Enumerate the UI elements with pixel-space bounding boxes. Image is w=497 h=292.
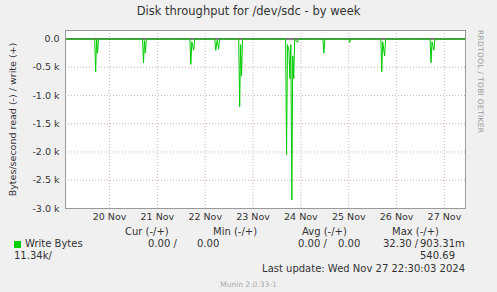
html-text:0.00: 0.00 (197, 238, 220, 249)
svg-text:25 Nov: 25 Nov (332, 211, 366, 222)
svg-text:-3.0 k: -3.0 k (32, 203, 60, 214)
html-text:RRDTOOL / TOBI OETIKER: RRDTOOL / TOBI OETIKER (476, 30, 485, 134)
html-text:Cur (-/+): Cur (-/+) (125, 226, 169, 237)
html-text:Min (-/+): Min (-/+) (213, 226, 258, 237)
svg-text:-1.5 k: -1.5 k (32, 118, 60, 129)
html-text:0.00: 0.00 (338, 238, 361, 249)
html-text:Write Bytes: Write Bytes (25, 238, 83, 249)
svg-text:-2.5 k: -2.5 k (32, 174, 60, 185)
html-text:0.00 /: 0.00 / (298, 238, 327, 249)
html-text:Disk throughput for /dev/sdc -: Disk throughput for /dev/sdc - by week (136, 4, 361, 18)
svg-text:24 Nov: 24 Nov (284, 211, 318, 222)
html-text:Last update: Wed Nov 27 22:30:: Last update: Wed Nov 27 22:30:03 2024 (262, 263, 465, 274)
svg-text:23 Nov: 23 Nov (236, 211, 270, 222)
html-text:540.69: 540.69 (420, 250, 455, 261)
svg-text:0.0: 0.0 (44, 33, 59, 44)
svg-text:-2.0 k: -2.0 k (32, 146, 60, 157)
svg-text:Bytes/second read (-) / write: Bytes/second read (-) / write (+) (7, 43, 18, 197)
html-text:Max (-/+): Max (-/+) (392, 226, 439, 237)
svg-text:21 Nov: 21 Nov (141, 211, 175, 222)
html-text:0.00 /: 0.00 / (148, 238, 177, 249)
svg-text:22 Nov: 22 Nov (188, 211, 222, 222)
html-text:32.30 / 903.31m: 32.30 / 903.31m (383, 238, 465, 249)
svg-text:27 Nov: 27 Nov (428, 211, 462, 222)
html-text:Munin 2.0.33-1: Munin 2.0.33-1 (220, 280, 277, 289)
svg-text:26 Nov: 26 Nov (380, 211, 414, 222)
svg-text:-0.5 k: -0.5 k (32, 61, 60, 72)
svg-text:20 Nov: 20 Nov (93, 211, 127, 222)
html-text:Avg (-/+): Avg (-/+) (302, 226, 347, 237)
html-text:11.34k/: 11.34k/ (14, 250, 52, 261)
svg-text:-1.0 k: -1.0 k (32, 90, 60, 101)
